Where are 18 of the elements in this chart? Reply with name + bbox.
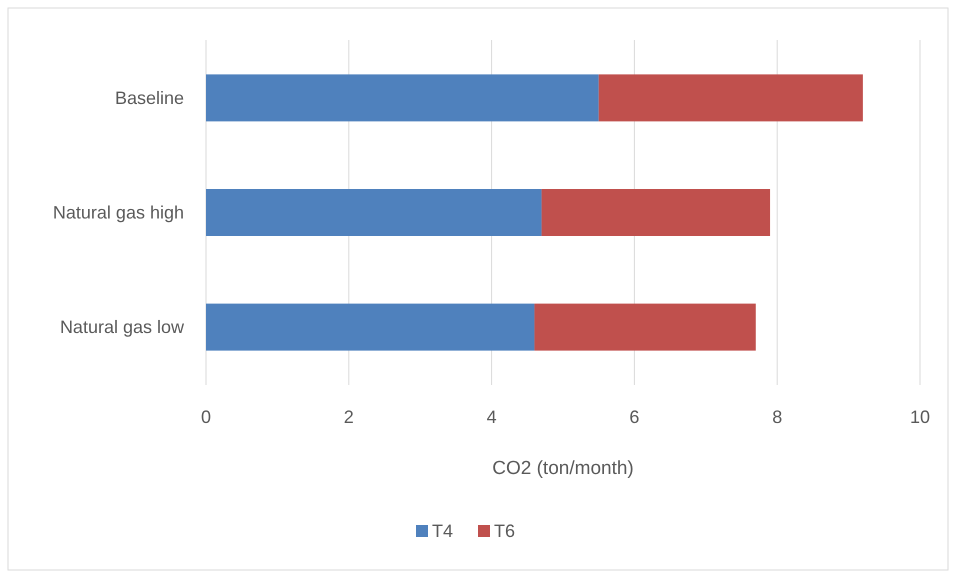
- x-tick-label: 10: [910, 407, 930, 427]
- bar: [206, 304, 534, 351]
- bar: [534, 304, 756, 351]
- x-tick-label: 2: [344, 407, 354, 427]
- x-tick-label: 6: [629, 407, 640, 427]
- legend-label: T4: [432, 521, 454, 541]
- bar: [206, 74, 599, 122]
- bar: [206, 189, 542, 236]
- x-tick-label: 0: [200, 407, 212, 427]
- x-axis-title: CO2 (ton/month): [492, 458, 634, 479]
- bar: [598, 74, 863, 122]
- y-tick-label: Natural gas high: [52, 202, 184, 222]
- y-tick-label: Baseline: [114, 88, 184, 108]
- y-tick-label: Natural gas low: [60, 317, 185, 338]
- x-tick-label: 4: [486, 407, 497, 427]
- x-tick-label: 8: [772, 407, 782, 427]
- legend-label: T6: [494, 521, 516, 541]
- bar: [542, 189, 770, 236]
